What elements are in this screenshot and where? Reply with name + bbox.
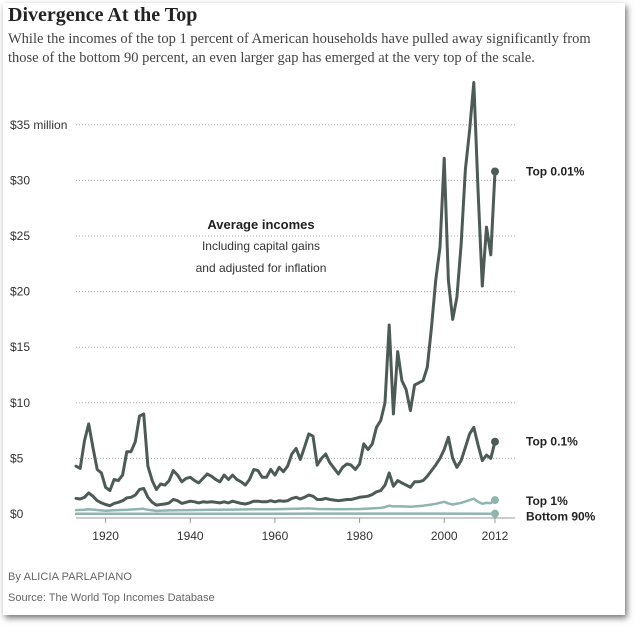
source-note: Source: The World Top Incomes Database xyxy=(8,592,215,604)
annotation-line-1: Including capital gains xyxy=(202,239,320,253)
series-end-marker xyxy=(491,437,499,446)
byline: By ALICIA PARLAPIANO xyxy=(8,571,133,583)
y-tick-label: $15 xyxy=(10,340,30,354)
annotation-line-2: and adjusted for inflation xyxy=(196,261,327,275)
series-lines xyxy=(74,81,499,518)
series-label: Top 0.01% xyxy=(526,165,585,179)
y-axis-ticks: $0 $5 $10 $15 $20 $25 $30 $35 million xyxy=(10,118,67,521)
y-tick-label: $5 xyxy=(10,451,24,465)
chart-title: Divergence At the Top xyxy=(8,4,198,26)
y-tick-label: $25 xyxy=(10,229,30,243)
annotation-title: Average incomes xyxy=(207,217,314,232)
x-tick-label: 2012 xyxy=(482,529,509,543)
series-end-marker xyxy=(491,509,499,518)
series-labels: Top 0.01% Top 0.1% Top 1% Bottom 90% xyxy=(526,165,596,524)
chart-subtitle: While the incomes of the top 1 percent o… xyxy=(8,31,591,66)
y-tick-label: $35 million xyxy=(10,118,67,132)
series-label: Top 1% xyxy=(526,494,568,508)
x-tick-label: 1920 xyxy=(92,529,119,543)
series-line xyxy=(74,497,497,513)
y-tick-label: $30 xyxy=(10,173,30,187)
x-tick-label: 1980 xyxy=(346,529,373,543)
y-tick-label: $10 xyxy=(10,396,30,410)
x-tick-label: 1960 xyxy=(262,529,289,543)
series-label: Bottom 90% xyxy=(526,510,596,524)
series-end-marker xyxy=(491,167,499,176)
x-tick-label: 1940 xyxy=(177,529,204,543)
y-tick-label: $20 xyxy=(10,285,30,299)
x-tick-label: 2000 xyxy=(431,529,458,543)
x-axis-ticks: 1920 1940 1960 1980 2000 2012 xyxy=(92,518,509,543)
gridlines xyxy=(76,124,515,519)
series-line xyxy=(74,81,497,493)
series-end-marker xyxy=(491,496,499,505)
y-tick-label: $0 xyxy=(10,507,24,521)
series-line xyxy=(74,425,497,508)
series-label: Top 0.1% xyxy=(526,435,578,449)
